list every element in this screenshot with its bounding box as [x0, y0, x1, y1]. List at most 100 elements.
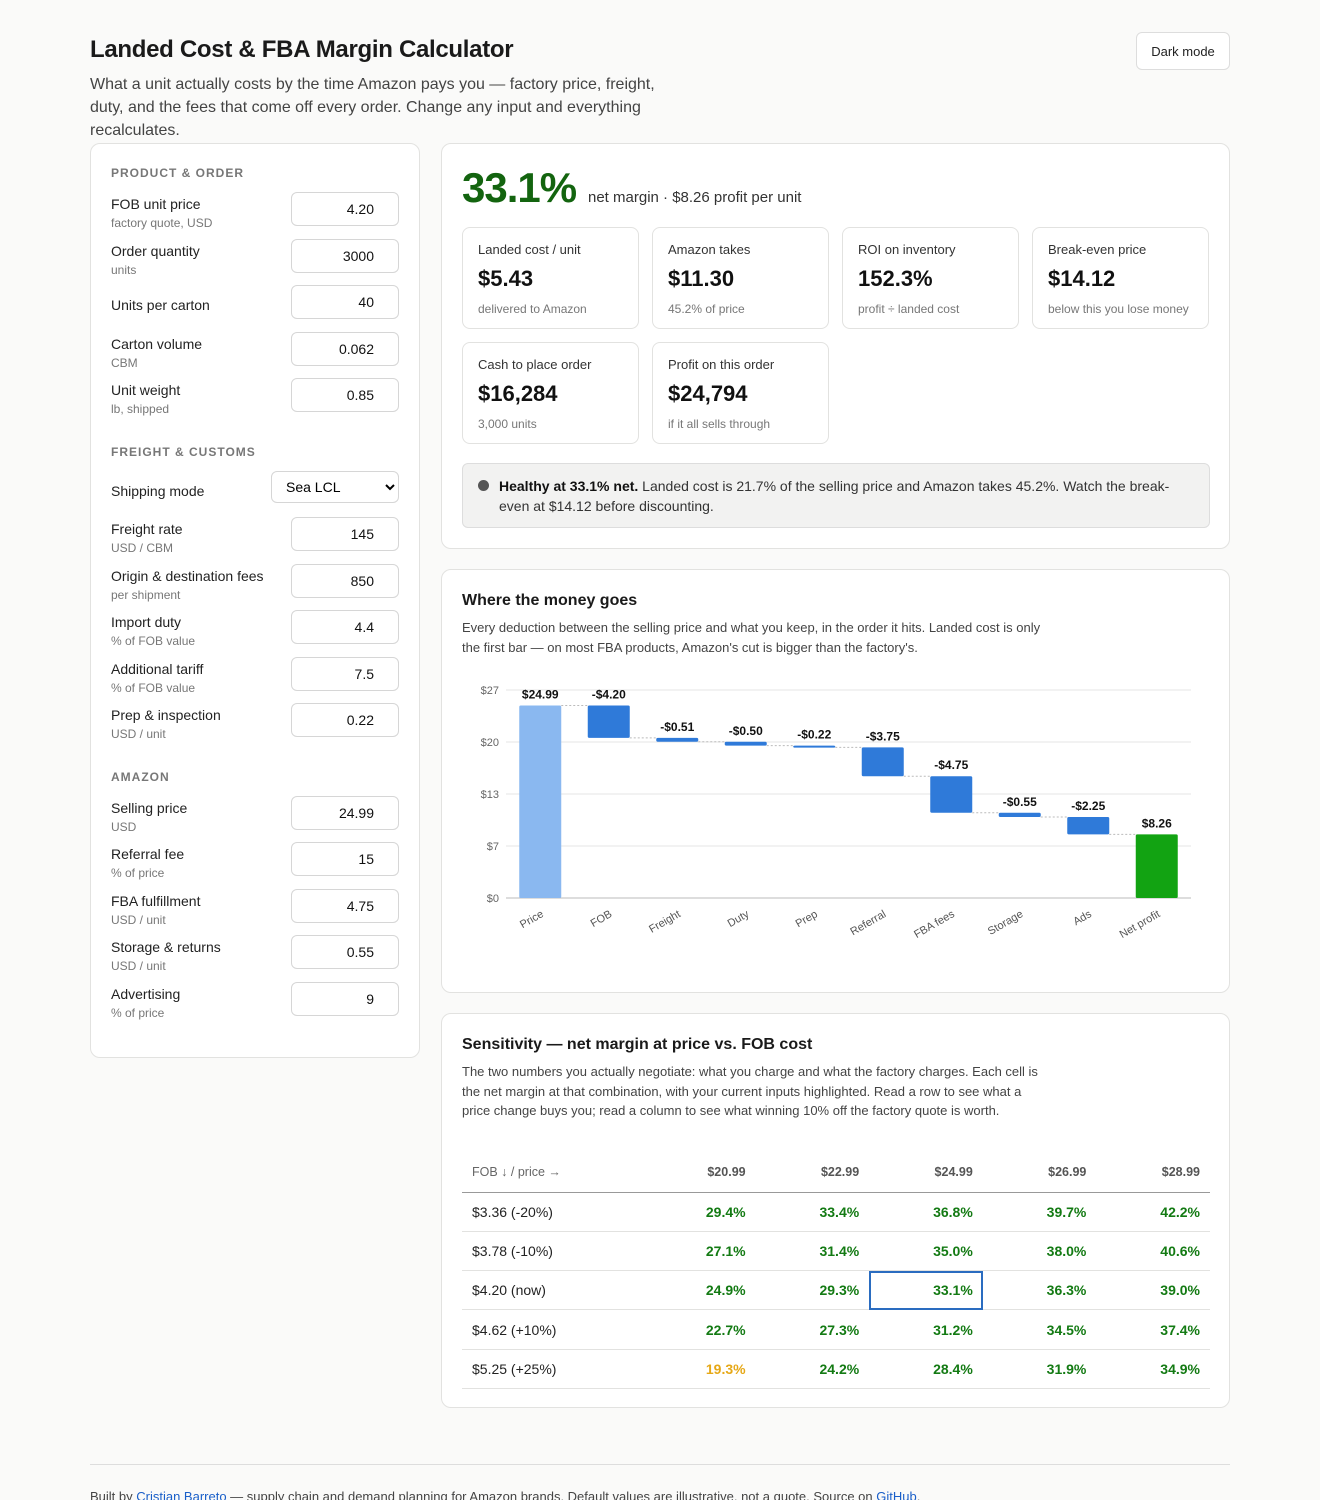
bar — [656, 737, 699, 742]
number-input[interactable] — [291, 238, 399, 273]
number-input[interactable] — [291, 563, 399, 598]
column-header: $24.99 — [869, 1152, 983, 1193]
metric-note: profit ÷ landed cost — [858, 302, 960, 316]
sensitivity-card: Sensitivity — net margin at price vs. FO… — [441, 1013, 1230, 1408]
field-label: Shipping mode — [111, 482, 205, 499]
number-input[interactable] — [291, 656, 399, 691]
margin-cell: 28.4% — [869, 1349, 983, 1389]
number-input[interactable] — [291, 888, 399, 923]
inputs-panel: PRODUCT & ORDER FOB unit price factory quo… — [90, 143, 420, 1058]
metric-note: 3,000 units — [478, 417, 537, 431]
subtitle: What a unit actually costs by the time A… — [90, 76, 655, 139]
x-tick-label: Prep — [794, 908, 820, 930]
value-label: $8.26 — [1142, 816, 1172, 830]
field: Carton volume CBM — [111, 330, 399, 377]
margin-cell: 33.1% — [869, 1270, 983, 1311]
column-header: $28.99 — [1096, 1152, 1210, 1193]
x-tick-label: FBA fees — [912, 908, 957, 941]
net-margin-text: net margin · $8.26 profit per unit — [588, 189, 802, 206]
margin-cell: 37.4% — [1096, 1309, 1210, 1350]
section-heading: PRODUCT & ORDER — [111, 166, 245, 180]
margin-cell: 22.7% — [642, 1309, 756, 1350]
row-header: $3.78 (-10%) — [462, 1231, 642, 1272]
metric-label: Break-even price — [1048, 242, 1147, 257]
row-header: $4.62 (+10%) — [462, 1309, 642, 1350]
field: Advertising % of price — [111, 980, 399, 1027]
net-margin: 33.1% — [462, 164, 577, 211]
field: Storage & returns USD / unit — [111, 933, 399, 980]
number-input[interactable] — [291, 795, 399, 830]
margin-cell: 33.4% — [755, 1192, 870, 1232]
table-row: $4.20 (now) 24.9% 29.3% 33.1% 36.3% 39.0% — [462, 1270, 1210, 1311]
bar — [1067, 817, 1110, 835]
margin-cell: 39.7% — [982, 1192, 1097, 1232]
metric-label: Amazon takes — [668, 242, 751, 257]
field-hint: lb, shipped — [111, 402, 170, 416]
margin-cell: 34.5% — [982, 1309, 1097, 1350]
x-tick-label: FOB — [589, 908, 615, 930]
row-header: $4.20 (now) — [462, 1270, 642, 1311]
chart-subtitle: Every deduction between the selling pric… — [462, 620, 1041, 655]
column-header: $20.99 — [642, 1152, 756, 1193]
field-label: Storage & returns — [111, 939, 221, 955]
bar — [861, 747, 904, 777]
margin-cell: 31.9% — [982, 1349, 1097, 1389]
field-label: Unit weight — [111, 382, 181, 398]
x-tick-label: Freight — [647, 908, 683, 936]
field-hint: % of price — [111, 866, 165, 880]
value-label: -$4.75 — [934, 758, 968, 772]
metric-card: Cash to place order $16,284 3,000 units — [462, 342, 639, 444]
margin-cell: 31.2% — [869, 1309, 983, 1350]
number-input[interactable] — [291, 935, 399, 969]
status-text: Landed cost is 21.7% of the selling pric… — [499, 478, 1170, 514]
value-label: -$0.50 — [729, 724, 763, 738]
value-label: $24.99 — [522, 687, 559, 701]
field: FOB unit price factory quote, USD — [111, 190, 399, 237]
y-tick-label: $20 — [481, 737, 499, 749]
field-hint: USD / unit — [111, 727, 166, 741]
row-header: $3.36 (-20%) — [462, 1192, 642, 1232]
field: Shipping mode Sea LCL — [111, 469, 399, 516]
metric-note: if it all sells through — [668, 417, 771, 431]
metric-value: $24,794 — [668, 381, 748, 406]
field-label: Import duty — [111, 614, 182, 630]
results-card: 33.1% net margin · $8.26 profit per unit… — [441, 143, 1230, 549]
number-input[interactable] — [291, 981, 399, 1016]
number-input[interactable] — [291, 703, 399, 737]
status-lead: Healthy at 33.1% net. — [499, 478, 639, 494]
x-tick-label: Net profit — [1118, 908, 1163, 941]
author-link[interactable]: Cristian Barreto — [136, 1489, 227, 1500]
number-input[interactable] — [291, 331, 399, 366]
margin-cell: 38.0% — [982, 1231, 1097, 1272]
number-input[interactable] — [291, 378, 399, 412]
shipping-select[interactable]: Sea LCL — [271, 470, 399, 503]
field-label: Order quantity — [111, 242, 200, 259]
metric-note: delivered to Amazon — [478, 302, 587, 316]
field: Selling price USD — [111, 794, 399, 841]
footer-text: Built by — [90, 1489, 137, 1500]
table-row: $4.62 (+10%) 22.7% 27.3% 31.2% 34.5% 37.4% — [462, 1309, 1210, 1350]
column-header: $26.99 — [982, 1152, 1097, 1193]
chart-title: Where the money goes — [462, 592, 638, 609]
field: Order quantity units — [111, 237, 399, 284]
metric-label: Profit on this order — [668, 357, 775, 372]
field-hint: CBM — [111, 355, 138, 370]
dark-mode-toggle[interactable]: Dark mode — [1136, 32, 1230, 70]
field-label: Prep & inspection — [111, 707, 221, 723]
value-label: -$0.55 — [1003, 795, 1037, 809]
number-input[interactable] — [291, 610, 399, 644]
margin-cell: 31.4% — [755, 1231, 870, 1272]
table-row: $5.25 (+25%) 19.3% 24.2% 28.4% 31.9% 34.9% — [462, 1349, 1210, 1389]
field: Prep & inspection USD / unit — [111, 701, 399, 748]
metric-label: ROI on inventory — [858, 242, 956, 257]
number-input[interactable] — [291, 285, 399, 319]
metric-value: $5.43 — [478, 266, 534, 291]
number-input[interactable] — [291, 192, 399, 226]
margin-cell: 42.2% — [1096, 1192, 1210, 1232]
github-link[interactable]: GitHub — [876, 1489, 917, 1500]
header-row: FOB ↓ / price → $20.99 $22.99 $24.99 $26.99 $… — [462, 1152, 1210, 1193]
number-input[interactable] — [291, 517, 399, 551]
number-input[interactable] — [291, 842, 399, 876]
value-label: -$0.51 — [660, 720, 694, 734]
value-label: -$4.20 — [592, 687, 626, 701]
